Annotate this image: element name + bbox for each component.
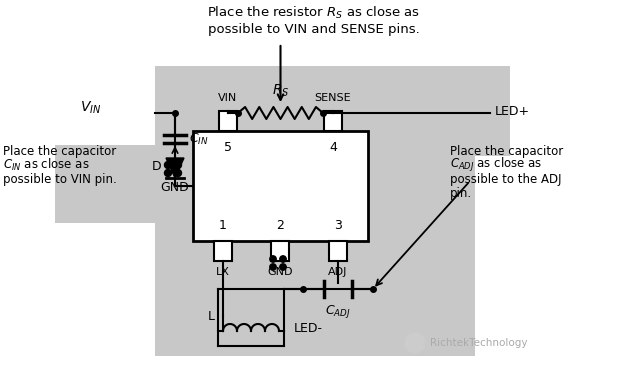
Text: Place the resistor $R_S$ as close as: Place the resistor $R_S$ as close as <box>208 5 421 21</box>
Text: SENSE: SENSE <box>314 93 352 103</box>
Text: possible to VIN and SENSE pins.: possible to VIN and SENSE pins. <box>208 23 420 36</box>
Bar <box>329 241 347 261</box>
Text: ADJ: ADJ <box>328 267 348 277</box>
Circle shape <box>270 256 276 262</box>
Bar <box>55 145 160 223</box>
Text: GND: GND <box>160 181 189 194</box>
Text: $C_{IN}$: $C_{IN}$ <box>189 131 209 147</box>
Text: $C_{ADJ}$: $C_{ADJ}$ <box>325 303 351 320</box>
Bar <box>155 266 475 356</box>
Text: $R_S$: $R_S$ <box>272 83 289 99</box>
Bar <box>324 111 342 131</box>
Text: Place the capacitor: Place the capacitor <box>450 144 563 158</box>
Bar <box>155 151 475 271</box>
Text: VIN: VIN <box>218 93 238 103</box>
Bar <box>214 241 232 261</box>
Bar <box>271 241 289 261</box>
Text: possible to VIN pin.: possible to VIN pin. <box>3 173 117 186</box>
Text: L: L <box>208 311 215 324</box>
Text: LED+: LED+ <box>495 105 530 118</box>
Circle shape <box>165 161 172 168</box>
Text: 1: 1 <box>219 219 227 232</box>
Circle shape <box>174 170 182 177</box>
Text: 2: 2 <box>276 219 284 232</box>
Text: D: D <box>152 160 161 173</box>
Text: $V_{IN}$: $V_{IN}$ <box>80 100 101 116</box>
Text: 4: 4 <box>329 141 337 154</box>
Text: possible to the ADJ: possible to the ADJ <box>450 173 562 186</box>
Text: 3: 3 <box>334 219 342 232</box>
Bar <box>193 131 368 241</box>
Bar <box>219 111 237 131</box>
Text: $C_{IN}$ as close as: $C_{IN}$ as close as <box>3 157 89 173</box>
Circle shape <box>280 264 286 270</box>
Bar <box>155 66 510 156</box>
Circle shape <box>270 264 276 270</box>
Circle shape <box>405 333 425 353</box>
Text: $C_{ADJ}$ as close as: $C_{ADJ}$ as close as <box>450 156 542 174</box>
Text: GND: GND <box>267 267 292 277</box>
Circle shape <box>174 161 182 168</box>
Text: LED-: LED- <box>294 322 323 335</box>
Polygon shape <box>166 158 184 178</box>
Text: RichtekTechnology: RichtekTechnology <box>430 338 528 348</box>
Text: 5: 5 <box>224 141 232 154</box>
Text: LX: LX <box>216 267 230 277</box>
Circle shape <box>165 170 172 177</box>
Text: pin.: pin. <box>450 187 472 200</box>
Circle shape <box>280 256 286 262</box>
Text: Place the capacitor: Place the capacitor <box>3 144 116 158</box>
